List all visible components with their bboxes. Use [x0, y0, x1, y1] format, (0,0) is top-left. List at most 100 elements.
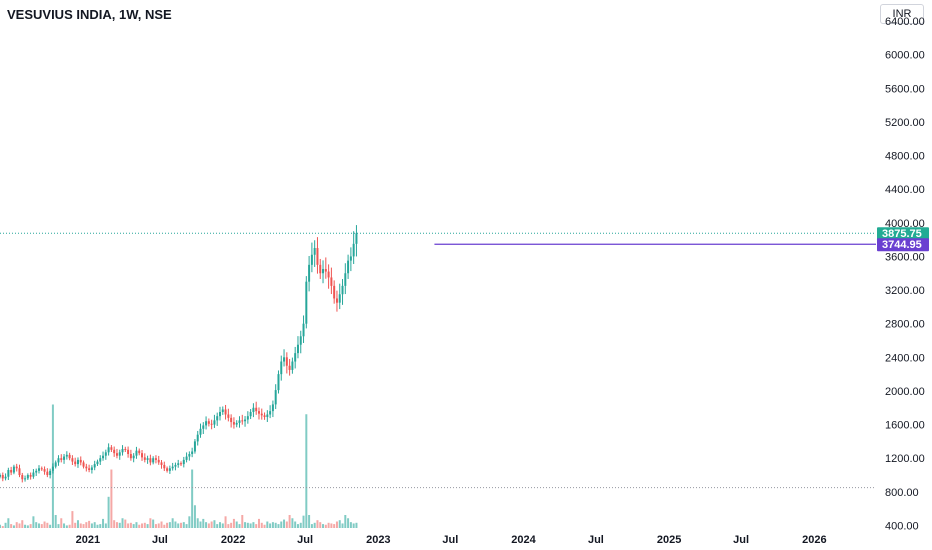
- volume-bar: [347, 518, 350, 528]
- volume-bar: [352, 523, 355, 528]
- volume-bar: [71, 511, 74, 528]
- volume-bar: [168, 522, 171, 528]
- volume-bar: [302, 515, 305, 528]
- candle-body: [213, 420, 216, 425]
- candle-body: [224, 409, 227, 415]
- volume-bar: [171, 518, 174, 528]
- candle-body: [199, 428, 202, 435]
- candle-body: [288, 365, 291, 370]
- volume-bar: [213, 520, 216, 528]
- candle-body: [355, 233, 358, 244]
- volume-bar: [127, 523, 130, 528]
- candle-body: [141, 453, 144, 458]
- volume-bar: [163, 524, 166, 528]
- candle-body: [135, 450, 138, 456]
- y-tick-label: 5200.00: [885, 117, 925, 129]
- volume-bar: [333, 524, 336, 528]
- candle-body: [269, 411, 272, 415]
- volume-bar: [152, 519, 155, 528]
- candle-body: [113, 449, 116, 454]
- candle-body: [333, 285, 336, 299]
- volume-bar: [138, 524, 141, 528]
- volume-bar: [57, 524, 60, 528]
- candle-body: [324, 269, 327, 272]
- volume-bar: [285, 521, 288, 528]
- volume-bar: [196, 518, 199, 528]
- x-tick-label: 2022: [221, 534, 245, 546]
- candle-body: [37, 468, 40, 471]
- level-price-tag-bg: [877, 238, 929, 252]
- currency-selector[interactable]: INR: [880, 4, 924, 24]
- time-axis[interactable]: 2021 Jul 2022 Jul 2023 Jul 2024 Jul 2025 Jul 2026: [76, 534, 827, 546]
- candle-body: [249, 411, 252, 417]
- volume-bar: [221, 523, 224, 528]
- volume-bar: [76, 520, 79, 528]
- candle-body: [230, 417, 233, 423]
- volume-bar: [280, 521, 283, 528]
- y-tick-label: 2000.00: [885, 386, 925, 398]
- y-tick-label: 5600.00: [885, 83, 925, 95]
- candle-body: [294, 353, 297, 362]
- volume-bar: [132, 524, 135, 528]
- volume-bar: [271, 522, 274, 528]
- volume-bar: [177, 523, 180, 528]
- candle-body: [146, 458, 149, 460]
- candle-body: [79, 459, 82, 463]
- x-tick-label: Jul: [442, 534, 458, 546]
- volume-bar: [252, 522, 255, 528]
- candle-body: [32, 472, 35, 477]
- candle-body: [29, 475, 32, 477]
- candle-body: [110, 447, 113, 450]
- candle-body: [221, 409, 224, 412]
- candlesticks: [0, 225, 358, 483]
- candle-body: [263, 415, 266, 418]
- volume-bar: [135, 522, 138, 528]
- candle-body: [115, 453, 118, 456]
- y-tick-label: 3200.00: [885, 285, 925, 297]
- y-tick-label: 2400.00: [885, 352, 925, 364]
- volume-bar: [327, 522, 330, 528]
- volume-bar: [85, 522, 88, 528]
- candle-body: [180, 463, 183, 465]
- volume-bar: [210, 521, 213, 528]
- candle-body: [51, 466, 54, 471]
- volume-bar: [191, 469, 194, 528]
- y-tick-label: 4000.00: [885, 218, 925, 230]
- volume-bar: [227, 524, 230, 528]
- y-tick-label: 800.00: [885, 487, 919, 499]
- candle-body: [257, 411, 260, 414]
- volume-bar: [341, 523, 344, 528]
- volume-bar: [182, 522, 185, 528]
- volume-bar: [10, 524, 13, 528]
- x-tick-label: Jul: [733, 534, 749, 546]
- volume-bar: [129, 522, 132, 528]
- volume-bar: [74, 522, 77, 528]
- candle-body: [118, 452, 121, 456]
- volume-bar: [12, 525, 15, 528]
- volume-bar: [43, 521, 46, 528]
- candle-body: [71, 458, 74, 462]
- volume-bar: [260, 522, 263, 528]
- volume-bar: [249, 523, 252, 528]
- candle-body: [344, 273, 347, 286]
- candle-body: [274, 390, 277, 405]
- volume-bar: [238, 524, 241, 528]
- volume-bar: [335, 521, 338, 528]
- volume-bar: [274, 522, 277, 528]
- candle-body: [335, 298, 338, 303]
- volume-bar: [90, 523, 93, 528]
- volume-bar: [313, 522, 316, 528]
- volume-bar: [32, 516, 35, 528]
- price-axis[interactable]: 6400.00 6000.00 5600.00 5200.00 4800.00 4400.…: [885, 16, 925, 532]
- candle-body: [316, 248, 319, 265]
- candle-body: [235, 422, 238, 425]
- candle-body: [255, 407, 258, 412]
- volume-bar: [338, 520, 341, 528]
- candle-body: [82, 462, 85, 467]
- volume-bar: [174, 521, 177, 528]
- volume-bar: [310, 524, 313, 528]
- candle-body: [202, 425, 205, 429]
- volume-bar: [104, 523, 107, 528]
- volume-bar: [230, 522, 233, 528]
